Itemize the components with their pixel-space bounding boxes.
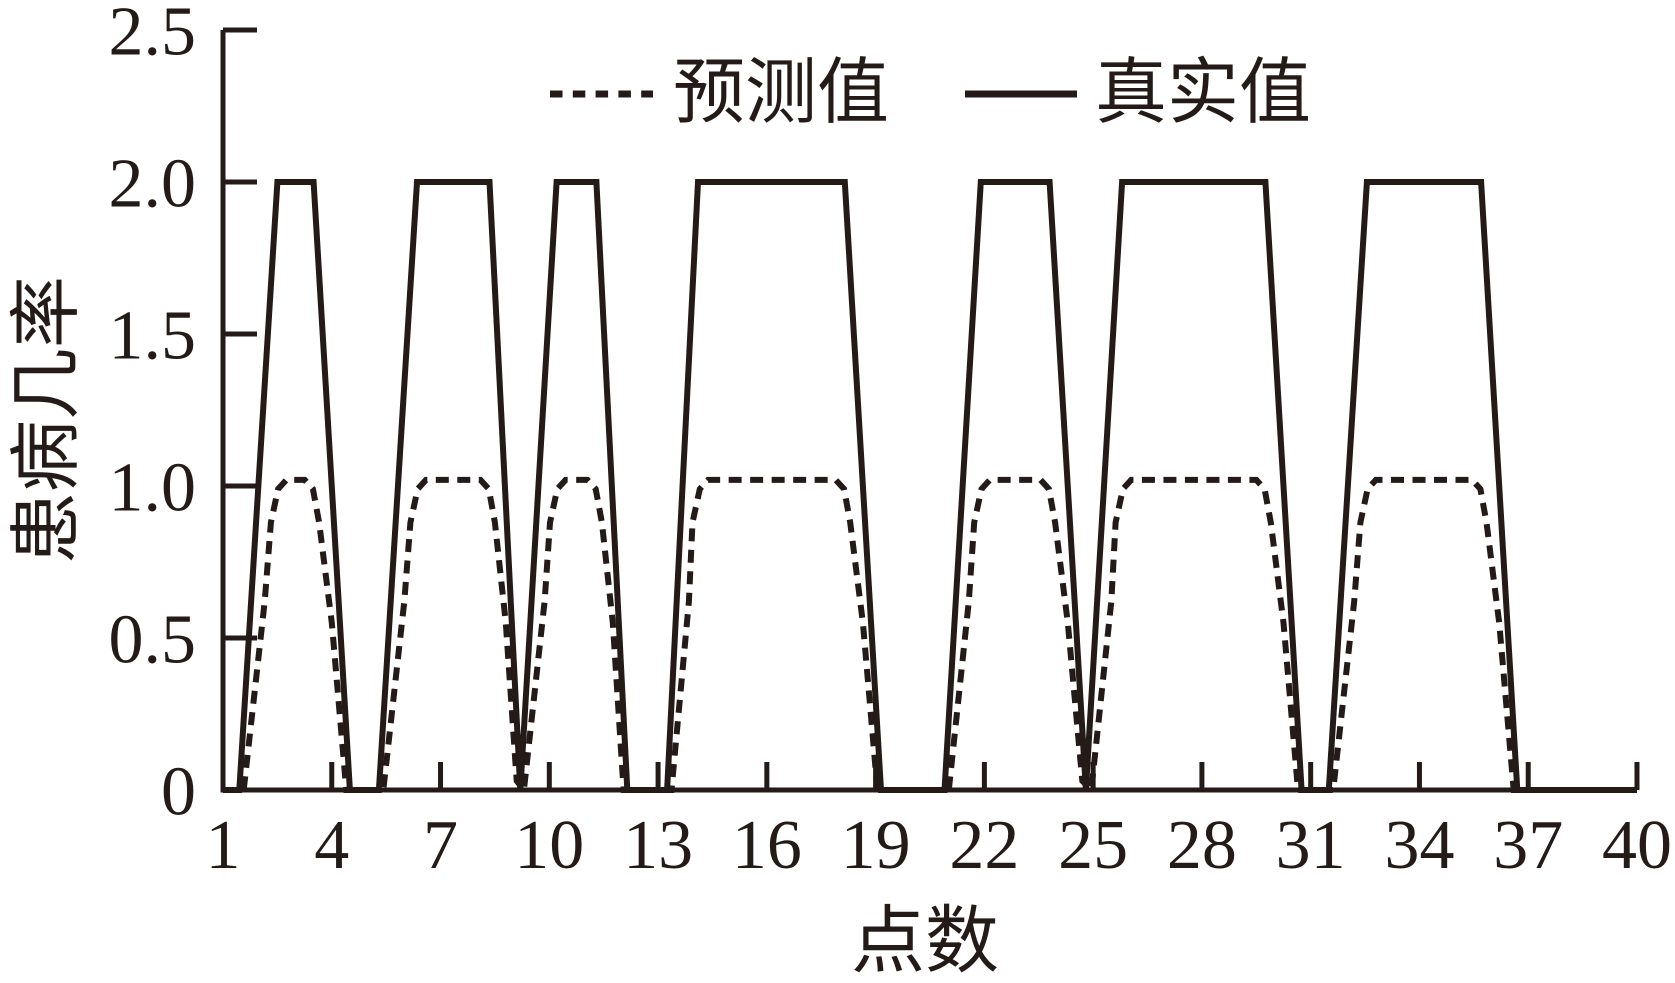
series-lines (223, 179, 1637, 798)
axis-spine (220, 30, 1637, 793)
y-tick-label: 1.5 (109, 298, 197, 375)
x-tick-label: 25 (1058, 807, 1128, 884)
x-tick-label: 28 (1167, 807, 1237, 884)
y-tick-label: 1.0 (109, 450, 197, 527)
y-tick-label: 2.5 (109, 0, 197, 71)
x-tick-label: 31 (1276, 807, 1346, 884)
y-tick-label: 0 (161, 754, 196, 831)
x-tick-label: 10 (514, 807, 584, 884)
true-value-line (223, 179, 1637, 793)
x-tick-label: 37 (1493, 807, 1563, 884)
x-tick-label: 34 (1384, 807, 1454, 884)
x-tick-label: 4 (314, 807, 349, 884)
x-axis-title: 点数 (851, 901, 999, 983)
predicted-value-line (223, 476, 1637, 798)
x-tick-label: 40 (1602, 807, 1672, 884)
y-tick-label: 0.5 (109, 602, 197, 679)
x-tick-label: 1 (206, 807, 241, 884)
y-tick-label: 2.0 (109, 146, 197, 223)
x-tick-label: 22 (949, 807, 1019, 884)
x-tick-label: 13 (623, 807, 693, 884)
legend-label-true: 真实值 (1095, 53, 1311, 133)
x-tick-label: 16 (732, 807, 802, 884)
x-tick-label: 7 (423, 807, 458, 884)
axes: 1 4 7 10 13 16 19 22 25 28 31 34 37 40 0 0.5 1.0 1.5 2.0 2.… (109, 0, 1672, 884)
x-tick-label: 19 (841, 807, 911, 884)
legend-label-predicted: 预测值 (673, 53, 889, 133)
y-axis-title: 患病几率 (7, 276, 87, 564)
